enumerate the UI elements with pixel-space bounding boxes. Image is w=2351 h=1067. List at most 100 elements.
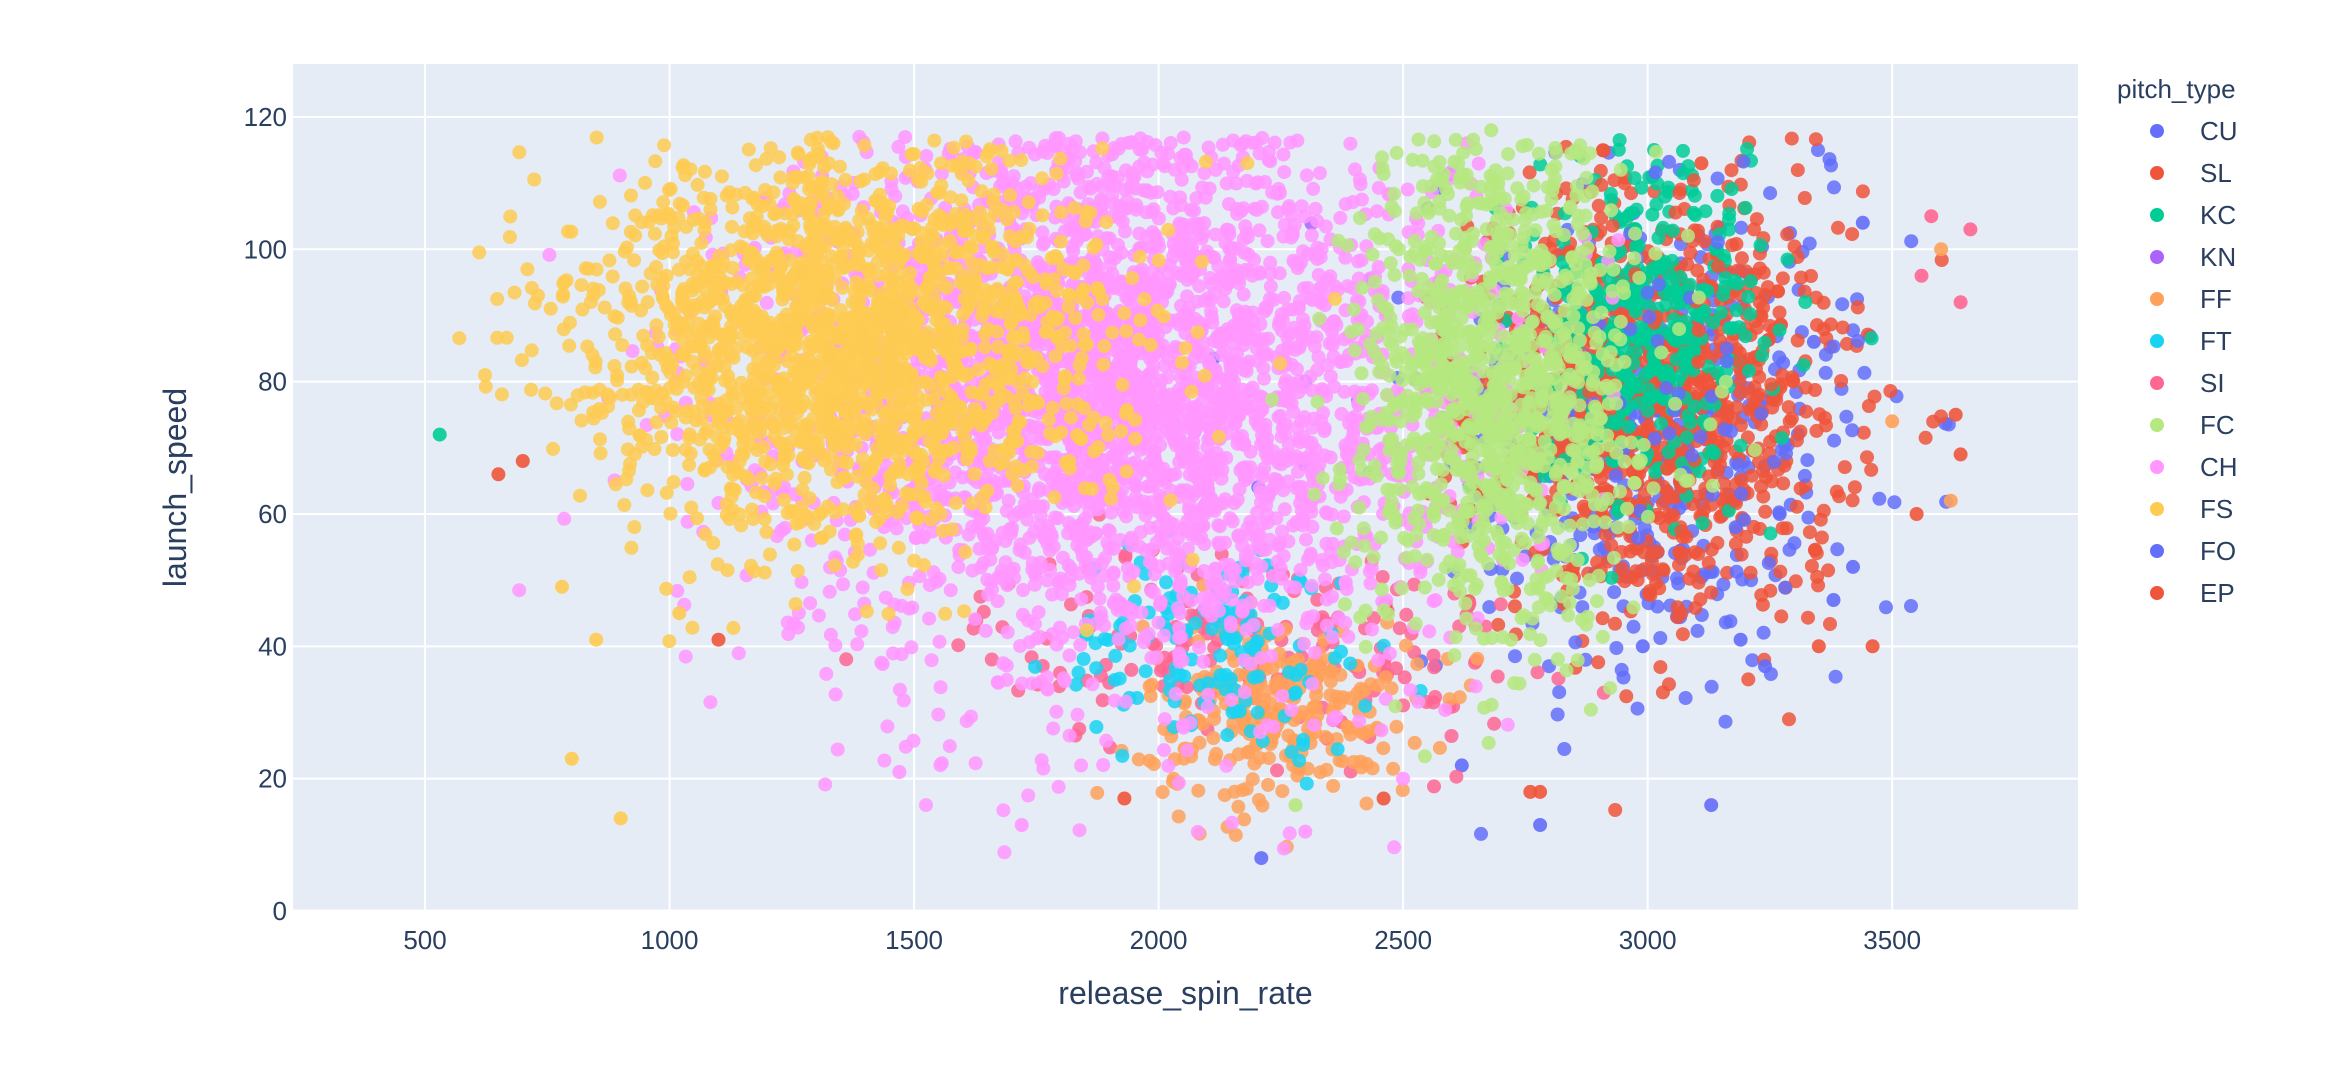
data-point xyxy=(1148,138,1162,152)
data-point xyxy=(1307,700,1321,714)
data-point xyxy=(1411,695,1425,709)
data-point xyxy=(1219,759,1233,773)
data-point xyxy=(1774,609,1788,623)
data-point xyxy=(1670,610,1684,624)
data-point xyxy=(1762,556,1776,570)
data-point xyxy=(1775,431,1789,445)
data-point xyxy=(1720,342,1734,356)
data-point xyxy=(1856,216,1870,230)
data-point xyxy=(1954,295,1968,309)
data-point xyxy=(1827,180,1841,194)
data-point xyxy=(1220,728,1234,742)
data-point xyxy=(1629,564,1643,578)
data-point xyxy=(1079,558,1093,572)
data-point xyxy=(1033,630,1047,644)
data-point xyxy=(1090,786,1104,800)
data-point xyxy=(1764,526,1778,540)
data-point xyxy=(1730,565,1744,579)
data-point xyxy=(1734,633,1748,647)
data-point xyxy=(1063,729,1077,743)
data-point xyxy=(1422,624,1436,638)
data-point xyxy=(1860,450,1874,464)
data-point xyxy=(1688,189,1702,203)
data-point xyxy=(1101,523,1115,537)
data-point xyxy=(1297,410,1311,424)
data-point xyxy=(1252,793,1266,807)
data-point xyxy=(1636,639,1650,653)
data-point xyxy=(1041,537,1055,551)
data-point xyxy=(1376,741,1390,755)
data-point xyxy=(1209,747,1223,761)
data-point xyxy=(1091,580,1105,594)
data-point xyxy=(1754,238,1768,252)
data-point xyxy=(1073,638,1087,652)
data-point xyxy=(1152,212,1166,226)
data-point xyxy=(1231,800,1245,814)
data-point xyxy=(1627,620,1641,634)
data-point xyxy=(1949,408,1963,422)
data-point xyxy=(1823,152,1837,166)
data-point xyxy=(1836,321,1850,335)
data-point xyxy=(1910,507,1924,521)
data-point xyxy=(1139,205,1153,219)
data-point xyxy=(850,637,864,651)
data-point xyxy=(1757,626,1771,640)
data-point xyxy=(1196,655,1210,669)
data-point xyxy=(1157,629,1171,643)
data-point xyxy=(1251,175,1265,189)
data-point xyxy=(1254,651,1268,665)
data-point xyxy=(1734,439,1748,453)
data-point xyxy=(1963,222,1977,236)
data-point xyxy=(1776,271,1790,285)
data-point xyxy=(1408,736,1422,750)
data-point xyxy=(1723,614,1737,628)
data-point xyxy=(1247,618,1261,632)
data-point xyxy=(1254,851,1268,865)
data-point xyxy=(1612,143,1626,157)
data-point xyxy=(1773,507,1787,521)
data-point xyxy=(1191,784,1205,798)
data-point xyxy=(1320,763,1334,777)
data-point xyxy=(1621,209,1635,223)
data-point xyxy=(1096,758,1110,772)
data-point xyxy=(1138,630,1152,644)
data-point xyxy=(1846,560,1860,574)
data-point xyxy=(1805,559,1819,573)
data-point xyxy=(1786,373,1800,387)
data-point xyxy=(1801,511,1815,525)
data-point xyxy=(1289,581,1303,595)
data-point xyxy=(1276,596,1290,610)
data-point xyxy=(1741,290,1755,304)
data-point xyxy=(979,624,993,638)
data-point xyxy=(1278,502,1292,516)
data-point xyxy=(1632,396,1646,410)
data-point xyxy=(1657,564,1671,578)
data-point xyxy=(1662,155,1676,169)
data-point xyxy=(1262,751,1276,765)
data-point xyxy=(1778,581,1792,595)
data-point xyxy=(933,635,947,649)
data-point xyxy=(1607,585,1621,599)
data-point xyxy=(1628,171,1642,185)
data-point xyxy=(1729,520,1743,534)
data-point xyxy=(1041,683,1055,697)
data-point xyxy=(1764,377,1778,391)
data-point xyxy=(1173,668,1187,682)
data-point xyxy=(1744,274,1758,288)
data-point xyxy=(1817,504,1831,518)
data-point xyxy=(1073,823,1087,837)
data-point xyxy=(1669,285,1683,299)
data-point xyxy=(1074,592,1088,606)
data-point xyxy=(1879,600,1893,614)
data-point xyxy=(1732,354,1746,368)
data-point xyxy=(1934,242,1948,256)
data-point xyxy=(1606,219,1620,233)
data-point xyxy=(1904,234,1918,248)
data-point xyxy=(1364,677,1378,691)
data-point xyxy=(1253,267,1267,281)
data-point xyxy=(1919,431,1933,445)
data-point xyxy=(1845,227,1859,241)
data-point xyxy=(1470,652,1484,666)
data-point xyxy=(1427,660,1441,674)
